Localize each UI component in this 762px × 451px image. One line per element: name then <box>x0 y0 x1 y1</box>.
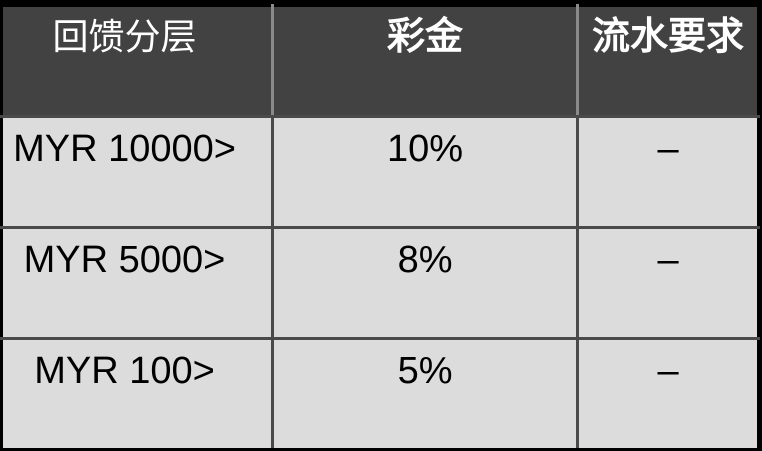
header-cell-turnover: 流水要求 <box>576 4 760 118</box>
bonus-cell: 8% <box>270 226 580 340</box>
header-row: 回馈分层 彩金 流水要求 <box>0 4 760 118</box>
bonus-cell: 10% <box>270 115 580 229</box>
turnover-cell: – <box>576 226 760 340</box>
header-cell-tier: 回馈分层 <box>0 4 274 118</box>
table-row: MYR 10000> 10% – <box>0 115 760 229</box>
tier-cell: MYR 100> <box>0 337 274 451</box>
turnover-cell: – <box>576 115 760 229</box>
table-body: MYR 10000> 10% – MYR 5000> 8% – MYR 100>… <box>0 115 760 451</box>
tier-cell: MYR 10000> <box>0 115 274 229</box>
turnover-cell: – <box>576 337 760 451</box>
tier-cell: MYR 5000> <box>0 226 274 340</box>
table-row: MYR 100> 5% – <box>0 337 760 451</box>
table-header: 回馈分层 彩金 流水要求 <box>0 4 760 118</box>
bonus-cell: 5% <box>270 337 580 451</box>
table-row: MYR 5000> 8% – <box>0 226 760 340</box>
rebate-tier-table: 回馈分层 彩金 流水要求 MYR 10000> 10% – MYR 5000> … <box>0 4 760 451</box>
header-cell-bonus: 彩金 <box>270 4 580 118</box>
